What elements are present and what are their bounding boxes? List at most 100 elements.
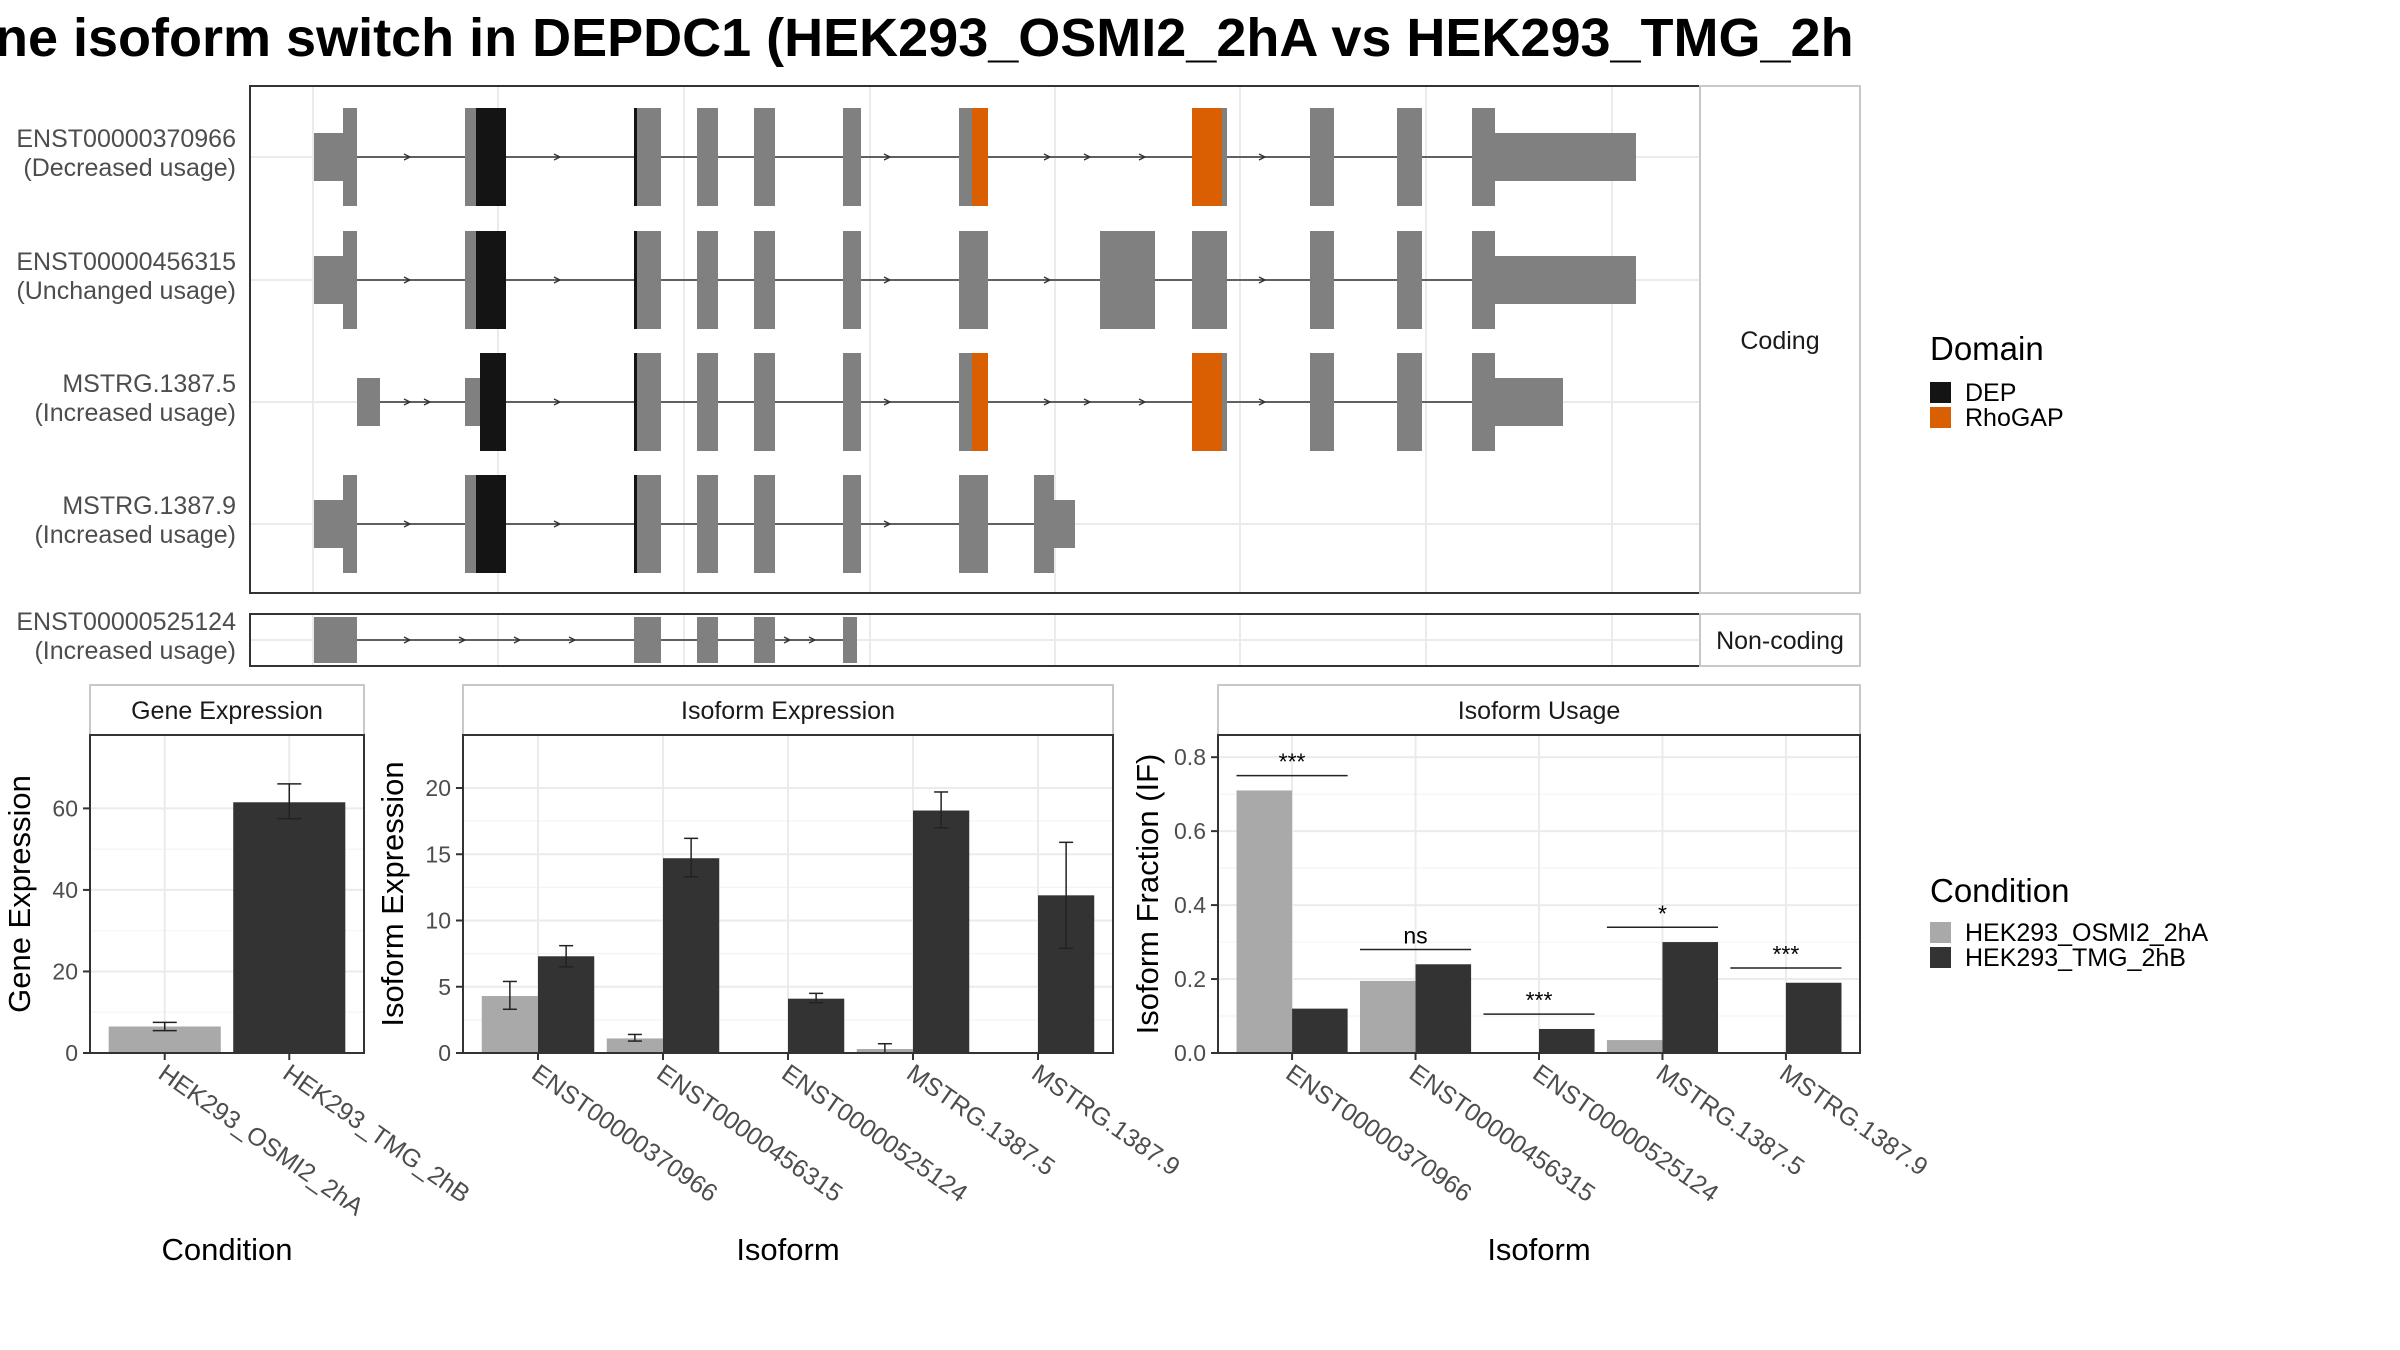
- intron-arrow: [553, 276, 562, 284]
- exon: [343, 475, 357, 573]
- coding-strip-label: Coding: [1740, 327, 1819, 355]
- significance-label: ***: [1279, 749, 1306, 775]
- intron-arrow: [403, 276, 412, 284]
- y-tick-label: 60: [52, 795, 78, 821]
- exon: [637, 231, 661, 329]
- transcript-id-label: ENST00000456315: [16, 248, 236, 276]
- intron-arrow: [403, 398, 412, 406]
- exon: [754, 475, 775, 573]
- plot-border: [89, 734, 365, 1054]
- intron-arrow: [808, 636, 817, 644]
- figure-title: ne isoform switch in DEPDC1 (HEK293_OSMI…: [0, 8, 1854, 68]
- transcript-usage-label: (Increased usage): [34, 521, 236, 549]
- intron-arrow: [1043, 398, 1052, 406]
- transcript-usage-label: (Increased usage): [34, 637, 236, 665]
- exon: [1192, 231, 1227, 329]
- bar-HEK293_TMG_2hB: [233, 802, 346, 1053]
- intron-arrow: [1043, 276, 1052, 284]
- dep-domain-exon: [634, 475, 637, 573]
- utr-exon: [1495, 378, 1563, 426]
- intron-arrow: [883, 153, 892, 161]
- bar-HEK293_OSMI2_2hA-MSTRG.1387.5: [1606, 1040, 1663, 1053]
- chart-title: Isoform Usage: [1458, 697, 1621, 725]
- intron-arrow: [883, 398, 892, 406]
- exon: [637, 353, 661, 451]
- dep-domain-exon: [634, 231, 637, 329]
- condition-legend-swatch: [1930, 947, 1951, 968]
- y-tick-label: 0.0: [1174, 1040, 1206, 1066]
- y-tick-label: 0: [65, 1040, 78, 1066]
- transcript-usage-label: (Decreased usage): [23, 154, 236, 182]
- bar-HEK293_OSMI2_2hA-ENST00000456315: [606, 1038, 663, 1053]
- exon: [637, 108, 661, 206]
- exon: [959, 108, 972, 206]
- exon: [465, 108, 476, 206]
- bar-HEK293_TMG_2hB-MSTRG.1387.5: [1662, 942, 1719, 1053]
- transcript-usage-label: (Increased usage): [34, 399, 236, 427]
- intron-arrow: [568, 636, 577, 644]
- intron-arrow: [1258, 398, 1267, 406]
- exon: [754, 617, 775, 663]
- rhogap-domain-exon: [972, 108, 988, 206]
- bar-HEK293_TMG_2hB-MSTRG.1387.9: [1785, 982, 1842, 1053]
- intron-arrow: [553, 398, 562, 406]
- transcript-id-label: ENST00000525124: [16, 608, 236, 636]
- exon: [959, 353, 972, 451]
- exon: [697, 617, 718, 663]
- exon: [959, 475, 988, 573]
- significance-label: ns: [1403, 922, 1427, 948]
- bar-HEK293_OSMI2_2hA-ENST00000370966: [1236, 790, 1293, 1053]
- bar-HEK293_TMG_2hB-ENST00000456315: [1415, 964, 1472, 1053]
- y-tick-label: 5: [438, 974, 451, 1000]
- exon: [754, 108, 775, 206]
- rhogap-domain-exon: [1192, 108, 1222, 206]
- chart-title: Isoform Expression: [681, 697, 895, 725]
- exon: [697, 108, 718, 206]
- condition-legend-swatch: [1930, 922, 1951, 943]
- condition-legend-label: HEK293_OSMI2_2hA: [1965, 919, 2209, 947]
- domain-legend-label: RhoGAP: [1965, 404, 2064, 432]
- dep-domain-exon: [476, 475, 506, 573]
- dep-domain-exon: [634, 108, 637, 206]
- dep-domain-exon: [634, 353, 637, 451]
- utr-exon: [314, 133, 343, 181]
- noncoding-strip-label: Non-coding: [1716, 627, 1844, 655]
- bar-HEK293_TMG_2hB-ENST00000525124: [1539, 1028, 1595, 1053]
- transcript-usage-label: (Unchanged usage): [16, 277, 236, 305]
- dep-domain-exon: [476, 231, 506, 329]
- domain-legend-swatch: [1930, 407, 1951, 428]
- intron-arrow: [403, 153, 412, 161]
- y-tick-label: 0.6: [1174, 818, 1206, 844]
- exon: [637, 475, 661, 573]
- condition-legend-label: HEK293_TMG_2hB: [1965, 944, 2186, 972]
- chart-strip: [462, 684, 1114, 736]
- exon: [843, 475, 861, 573]
- rhogap-domain-exon: [1192, 353, 1222, 451]
- significance-label: ***: [1526, 987, 1553, 1013]
- exon: [1222, 353, 1227, 451]
- chart-title: Gene Expression: [131, 697, 323, 725]
- bar-HEK293_TMG_2hB-ENST00000370966: [1292, 1008, 1348, 1053]
- exon: [1310, 353, 1334, 451]
- intron-arrow: [1258, 276, 1267, 284]
- chart-strip: [89, 684, 365, 736]
- bar-HEK293_TMG_2hB-ENST00000456315: [663, 858, 720, 1053]
- y-tick-label: 20: [52, 958, 78, 984]
- intron-arrow: [458, 636, 467, 644]
- y-tick-label: 40: [52, 877, 78, 903]
- utr-exon: [314, 500, 343, 548]
- exon: [1397, 231, 1422, 329]
- exon: [1472, 353, 1495, 451]
- significance-label: *: [1658, 900, 1667, 926]
- intron-arrow: [1138, 398, 1147, 406]
- x-axis-title: Isoform: [736, 1232, 839, 1267]
- utr-exon: [314, 256, 343, 304]
- transcript-id-label: ENST00000370966: [16, 125, 236, 153]
- exon: [1397, 353, 1422, 451]
- exon: [465, 231, 476, 329]
- y-tick-label: 15: [425, 841, 451, 867]
- domain-legend-label: DEP: [1965, 379, 2016, 407]
